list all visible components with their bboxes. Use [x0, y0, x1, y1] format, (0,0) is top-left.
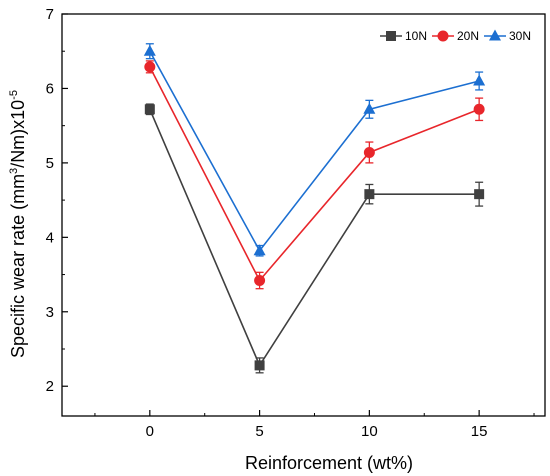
y-tick-label: 6 — [46, 80, 54, 97]
x-tick-label: 0 — [146, 423, 154, 440]
series-line-10N — [149, 108, 480, 368]
series-line-30N — [149, 50, 480, 253]
series-20N — [144, 60, 485, 290]
data-point-10N — [474, 189, 485, 200]
plot-area-frame — [61, 13, 546, 417]
y-tick-label: 5 — [46, 155, 54, 172]
series-line-20N — [149, 66, 480, 282]
y-tick-label: 4 — [46, 229, 54, 246]
series-10N — [144, 103, 485, 374]
x-tick-label: 15 — [471, 423, 488, 440]
series-30N — [143, 43, 486, 257]
legend-label-10N: 10N — [405, 29, 427, 43]
legend-label-30N: 30N — [509, 29, 531, 43]
x-tick-label: 5 — [255, 423, 263, 440]
x-axis-label: Reinforcement (wt%) — [245, 453, 413, 473]
data-point-10N — [254, 360, 265, 371]
y-tick-label: 2 — [46, 378, 54, 395]
legend-marker-10N — [386, 31, 396, 41]
data-point-20N — [473, 103, 485, 115]
y-axis-label: Specific wear rate (mm3/Nm)x10-5 — [8, 90, 28, 358]
data-point-10N — [364, 189, 375, 200]
y-tick-label: 3 — [46, 304, 54, 321]
data-point-30N — [363, 102, 376, 114]
legend: 10N 20N 30N — [380, 29, 531, 43]
data-point-10N — [144, 104, 155, 115]
legend-label-20N: 20N — [457, 29, 479, 43]
legend-marker-30N — [489, 29, 501, 41]
data-point-20N — [254, 275, 266, 287]
legend-marker-20N — [437, 30, 449, 42]
data-point-30N — [473, 74, 486, 86]
data-point-30N — [143, 44, 156, 56]
x-tick-label: 10 — [361, 423, 378, 440]
data-point-20N — [363, 146, 375, 158]
data-point-20N — [144, 61, 156, 73]
y-tick-label: 7 — [46, 6, 54, 23]
data-point-30N — [253, 244, 266, 256]
